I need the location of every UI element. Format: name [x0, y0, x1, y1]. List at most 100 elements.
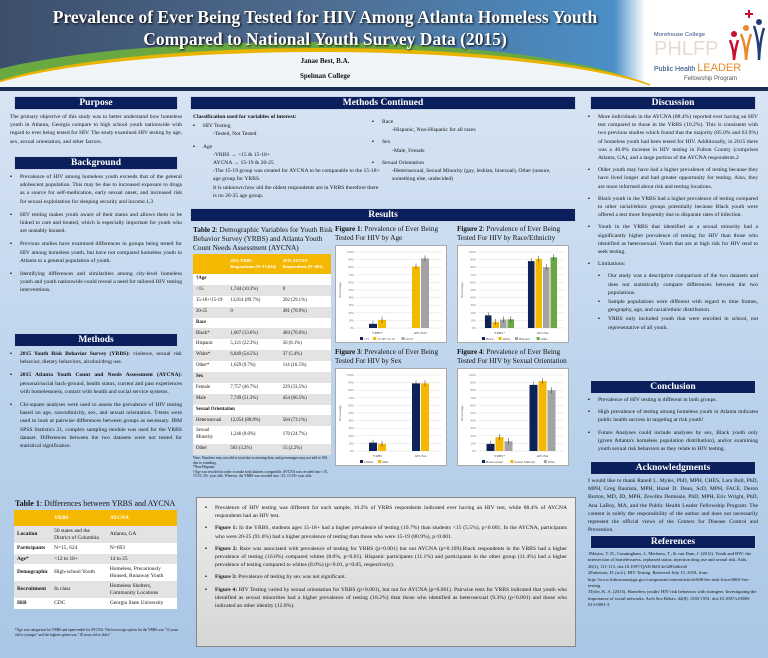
y-tick-label: 70%	[471, 396, 477, 400]
table2-cell: 229 (33.5%)	[279, 382, 331, 394]
methods-item-text: : personal/social back-ground, health st…	[20, 372, 182, 395]
background-item: Previous studies have examined differenc…	[10, 240, 182, 265]
logo-college: Morehouse College	[654, 32, 706, 38]
table2-notes: Note: Numbers may not add to total due t…	[193, 456, 331, 479]
table2-note: Note: Numbers may not add to total due t…	[193, 456, 328, 465]
y-tick-label: 10%	[471, 318, 477, 322]
results-item: Figure 1: In the YRBS, students ages 15-…	[205, 524, 567, 540]
y-tick-label: 10%	[349, 441, 355, 445]
y-tick-label: 50%	[349, 288, 355, 292]
y-tick-label: 60%	[471, 403, 477, 407]
bar-black	[484, 315, 492, 328]
y-tick-label: 20%	[471, 434, 477, 438]
legend-label: Black	[486, 337, 494, 341]
table2-cell: 12,054 (88.8%)	[227, 415, 280, 427]
results-item-bold: Figure 4:	[215, 586, 238, 593]
table2: 2015 YRBS Respondents (N=15,624) 2015 AYC…	[193, 254, 331, 455]
table2-section-label: Sexual Orientation	[193, 404, 331, 416]
table2-caption-text: : Demographic Variables for Youth Risk B…	[193, 225, 333, 252]
table1-cell: Location	[14, 526, 52, 543]
y-tick-label: 80%	[349, 265, 355, 269]
methods-item-bold: 2015 Atlanta Youth Count and Needs Asses…	[20, 372, 181, 379]
table2-row: Hispanic 5,121 (22.3%) 56 (8.1%)	[193, 339, 331, 351]
results-item-bold: Figure 3:	[215, 574, 237, 581]
bar-male	[378, 443, 386, 451]
table1-cell: N=693	[106, 543, 177, 554]
variable-detail: -Tested, Not Tested	[213, 131, 257, 138]
y-tick-label: 20%	[349, 434, 355, 438]
table2-caption: Table 2: Demographic Variables for Youth…	[193, 225, 333, 252]
y-tick-label: 10%	[471, 441, 477, 445]
table1-header-cell	[14, 510, 52, 526]
variable-detail: -YRBS → <15 & 15-18+	[213, 151, 270, 158]
y-tick-label: 80%	[349, 388, 355, 392]
discussion-item: Limitations:	[588, 260, 758, 268]
table1-cell: Atlanta, GA	[106, 526, 177, 543]
bar-20-25	[421, 258, 429, 328]
y-tick-label: 50%	[471, 411, 477, 415]
conclusion-item: Future Analyses could include analyses b…	[588, 429, 758, 454]
chart-svg: 0% 10% 20% 30% 40% 50% 60% 70% 80% 90% 100% Percent…	[338, 373, 442, 464]
table1-caption: Table 1: Differences between YRBS and AY…	[15, 499, 185, 509]
discussion-item: More individuals in the AYCNA (88.4%) re…	[588, 113, 758, 162]
table1-note: *Age was categorical for YRBS and open-e…	[15, 628, 179, 637]
discussion-item: Older youth may have had a higher preval…	[588, 166, 758, 191]
table1-cell: Georgia State University	[106, 598, 177, 609]
y-tick-label: 10%	[349, 318, 355, 322]
bar-male	[421, 383, 429, 451]
table1-caption-label: Table 1	[15, 499, 40, 508]
figure-caption-label: Figure 2	[457, 225, 483, 233]
methods-list: 2015 Youth Risk Behavior Survey (YRBS): …	[10, 350, 182, 455]
table1-cell: IRB	[14, 598, 52, 609]
logo-fellowship: Fellowship Program	[684, 76, 738, 82]
acknowledgments-heading: Acknowledgments	[590, 461, 756, 475]
y-axis-label: Percentage	[460, 405, 464, 421]
y-tick-label: 40%	[471, 419, 477, 423]
results-item: Prevalence of HIV testing was different …	[205, 504, 567, 520]
table1: YRBS AYCNA Location 50 states and the Distr…	[14, 510, 177, 609]
bar-hispanic	[543, 267, 550, 328]
table2-cell: Other*	[193, 361, 228, 372]
figure-4-chart: 0% 10% 20% 30% 40% 50% 60% 70% 80% 90% 100% Percent…	[457, 368, 569, 466]
y-tick-label: 60%	[471, 280, 477, 284]
bar-heterosexual	[529, 384, 538, 451]
conclusion-item: High prevalence of testing among homeles…	[588, 408, 758, 424]
x-tick-label: AYCNA	[536, 454, 549, 458]
y-tick-label: 90%	[349, 258, 355, 262]
y-tick-label: 0%	[350, 449, 355, 453]
author-name: Janae Best, B.A.	[300, 57, 350, 65]
table2-cell: 1,246 (8.0%)	[227, 426, 280, 444]
table2-cell: 7,749 (51.3%)	[227, 393, 280, 405]
table2-row: Black* 1,667 (13.6%) 484 (70.0%)	[193, 328, 331, 340]
table2-cell: Female	[193, 382, 228, 394]
table2-row: Male 7,749 (51.3%) 454 (66.5%)	[193, 393, 331, 405]
reference-item: 3Tyler, K. A. (2013). Homeless youths' H…	[588, 589, 757, 608]
y-tick-label: 0%	[350, 326, 355, 330]
poster-title: Prevalence of Ever Being Tested for HIV …	[0, 6, 650, 50]
x-tick-label: YRBS*	[494, 331, 505, 335]
legend-swatch	[360, 337, 363, 340]
legend-label: Other	[548, 460, 556, 464]
y-tick-label: 60%	[349, 403, 355, 407]
variable-label: Race	[382, 119, 394, 125]
table1-cell: In class	[51, 581, 107, 598]
table2-cell: 491 (70.9%)	[279, 306, 331, 318]
variable-detail: -Male, Female	[392, 147, 425, 154]
y-tick-label: 50%	[471, 288, 477, 292]
table1-header-row: YRBS AYCNA	[14, 510, 177, 526]
table2-note: †Age was recoded in order to make both d…	[193, 469, 328, 479]
table2-cell: Sexual Minority	[193, 426, 228, 444]
methods-continued-right: Race -Hispanic, Non-Hispanic for all race…	[372, 118, 572, 187]
header-arc-decoration	[0, 48, 680, 88]
y-tick-label: 30%	[471, 303, 477, 307]
table2-cell: 7,757 (46.7%)	[227, 382, 280, 394]
y-tick-label: 60%	[349, 280, 355, 284]
bar-15-18-15-19	[412, 266, 420, 328]
x-tick-label: AYCNA	[536, 331, 549, 335]
table2-cell: Other	[193, 443, 228, 455]
purpose-heading: Purpose	[14, 96, 178, 110]
y-tick-label: 100%	[347, 250, 355, 254]
figure-caption: Figure 2: Prevalence of Ever Being Teste…	[457, 225, 577, 242]
table2-cell: 37 (5.4%)	[279, 350, 331, 361]
table1-cell: 14 to 25	[106, 553, 177, 564]
